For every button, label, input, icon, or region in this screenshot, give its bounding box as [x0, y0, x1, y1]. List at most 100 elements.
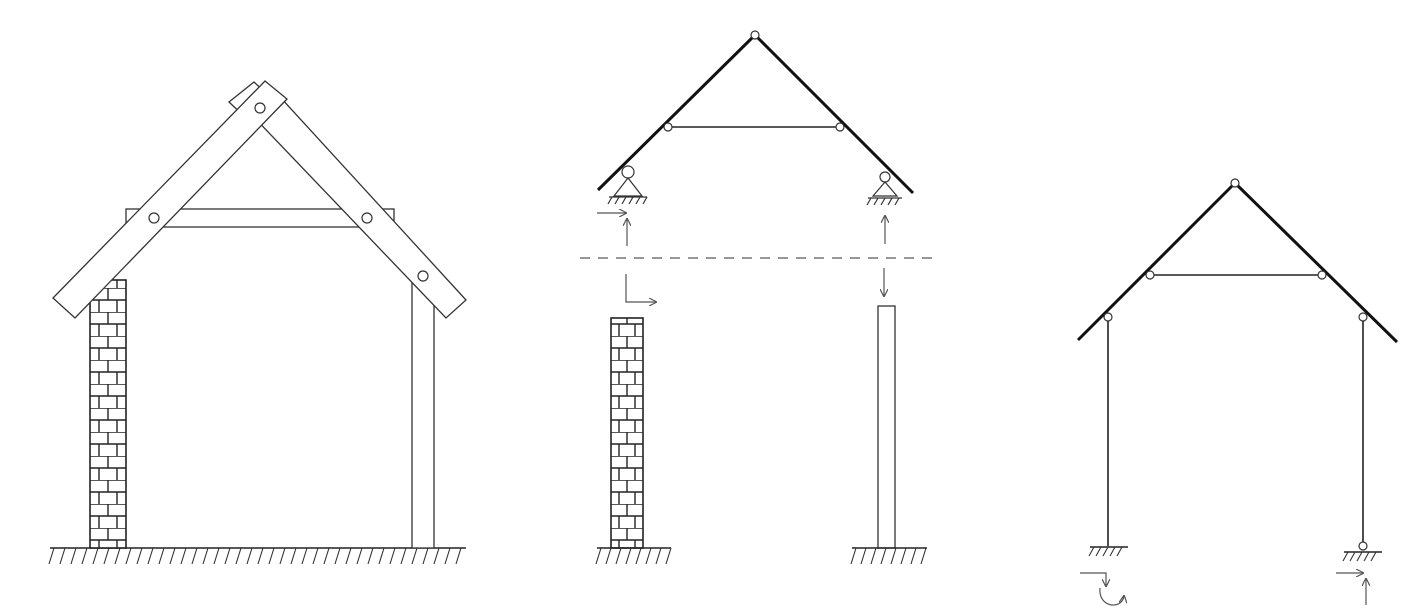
panel-structural-model [1076, 178, 1399, 606]
hatch-mark [880, 547, 887, 565]
hatch-mark [1102, 546, 1109, 557]
left-column-ground [595, 547, 672, 565]
hatch-mark [615, 547, 622, 565]
hatch-mark [125, 547, 132, 565]
roof-truss [596, 30, 915, 195]
left-tie-hinge [1145, 270, 1155, 280]
hatch-mark [268, 547, 275, 565]
collar-tie-beam [125, 208, 395, 228]
right-pin-support [866, 171, 902, 206]
left-collar-bolt [148, 212, 160, 224]
left-pin-support [607, 165, 648, 205]
right-tie-hinge [1317, 270, 1327, 280]
hatch-mark [312, 547, 319, 565]
left-rafter [52, 80, 288, 319]
left-column-top-hinge [1103, 312, 1113, 322]
hatch-mark [389, 547, 396, 565]
left-fixed-support [1088, 546, 1128, 557]
timber-post [411, 281, 435, 549]
right-collar-bolt [361, 212, 373, 224]
hatch-mark [665, 547, 672, 565]
hatch-mark [1109, 546, 1116, 557]
hatch-mark [890, 547, 897, 565]
brick-pier [89, 279, 127, 549]
hatch-mark [279, 547, 286, 565]
hatch-mark [136, 547, 143, 565]
hatch-mark [202, 547, 209, 565]
hatch-mark [114, 547, 121, 565]
hatch-mark [1370, 551, 1377, 562]
hatch-mark [356, 547, 363, 565]
hatch-mark [444, 547, 451, 565]
hatch-mark [257, 547, 264, 565]
hatch-mark [81, 547, 88, 565]
hatch-mark [870, 547, 877, 565]
right-rafter [248, 85, 467, 319]
hatch-mark [1356, 551, 1363, 562]
hatch-mark [70, 547, 77, 565]
hatch-mark [910, 547, 917, 565]
hatch-mark [655, 547, 662, 565]
right-column-base-hinge [1358, 541, 1368, 551]
hatch-mark [290, 547, 297, 565]
hatch-mark [224, 547, 231, 565]
hatch-mark [323, 547, 330, 565]
hatch-mark [213, 547, 220, 565]
ground-line [48, 547, 466, 565]
left-column-top-reaction-arrows [625, 274, 656, 302]
hatch-mark [1116, 546, 1123, 557]
hatch-mark [400, 547, 407, 565]
hatch-mark [1363, 551, 1370, 562]
right-column-ground [850, 547, 927, 565]
hatch-mark [595, 547, 602, 565]
hatch-mark [235, 547, 242, 565]
hatch-mark [345, 547, 352, 565]
right-pinned-support [1342, 551, 1382, 562]
hatch-mark [860, 547, 867, 565]
left-base-reactions-arrows [1080, 572, 1106, 586]
hatch-mark [48, 547, 55, 565]
left-tie-hinge [663, 122, 673, 132]
hatch-mark [422, 547, 429, 565]
apex-hinge [750, 30, 760, 40]
hatch-mark [147, 547, 154, 565]
hatch-mark [301, 547, 308, 565]
hatch-mark [169, 547, 176, 565]
panel-pictorial-frame [48, 80, 467, 565]
hatch-mark [605, 547, 612, 565]
hatch-mark [645, 547, 652, 565]
hatch-mark [433, 547, 440, 565]
hatch-mark [1342, 551, 1349, 562]
hatch-mark [1095, 546, 1102, 557]
hatch-mark [920, 547, 927, 565]
hatch-mark [625, 547, 632, 565]
hatch-mark [635, 547, 642, 565]
frame-model [1076, 178, 1399, 551]
hatch-mark [1349, 551, 1356, 562]
hatch-mark [246, 547, 253, 565]
brick-column [610, 317, 644, 549]
ridge-bolt [254, 102, 266, 114]
hatch-mark [411, 547, 418, 565]
hatch-mark [1088, 546, 1095, 557]
post-column [877, 305, 896, 549]
hatch-mark [850, 547, 857, 565]
hatch-mark [92, 547, 99, 565]
hatch-mark [367, 547, 374, 565]
hatch-mark [378, 547, 385, 565]
right-column-top-hinge [1358, 312, 1368, 322]
hatch-mark [191, 547, 198, 565]
right-eave-bolt [417, 270, 429, 282]
right-tie-hinge [835, 122, 845, 132]
hatch-mark [334, 547, 341, 565]
hatch-mark [455, 547, 462, 565]
panel-free-body-decomposition [580, 30, 932, 565]
hatch-mark [158, 547, 165, 565]
hatch-mark [180, 547, 187, 565]
apex-hinge [1230, 178, 1240, 188]
hatch-mark [900, 547, 907, 565]
left-base-moment-arrow [1099, 587, 1124, 606]
hatch-mark [103, 547, 110, 565]
